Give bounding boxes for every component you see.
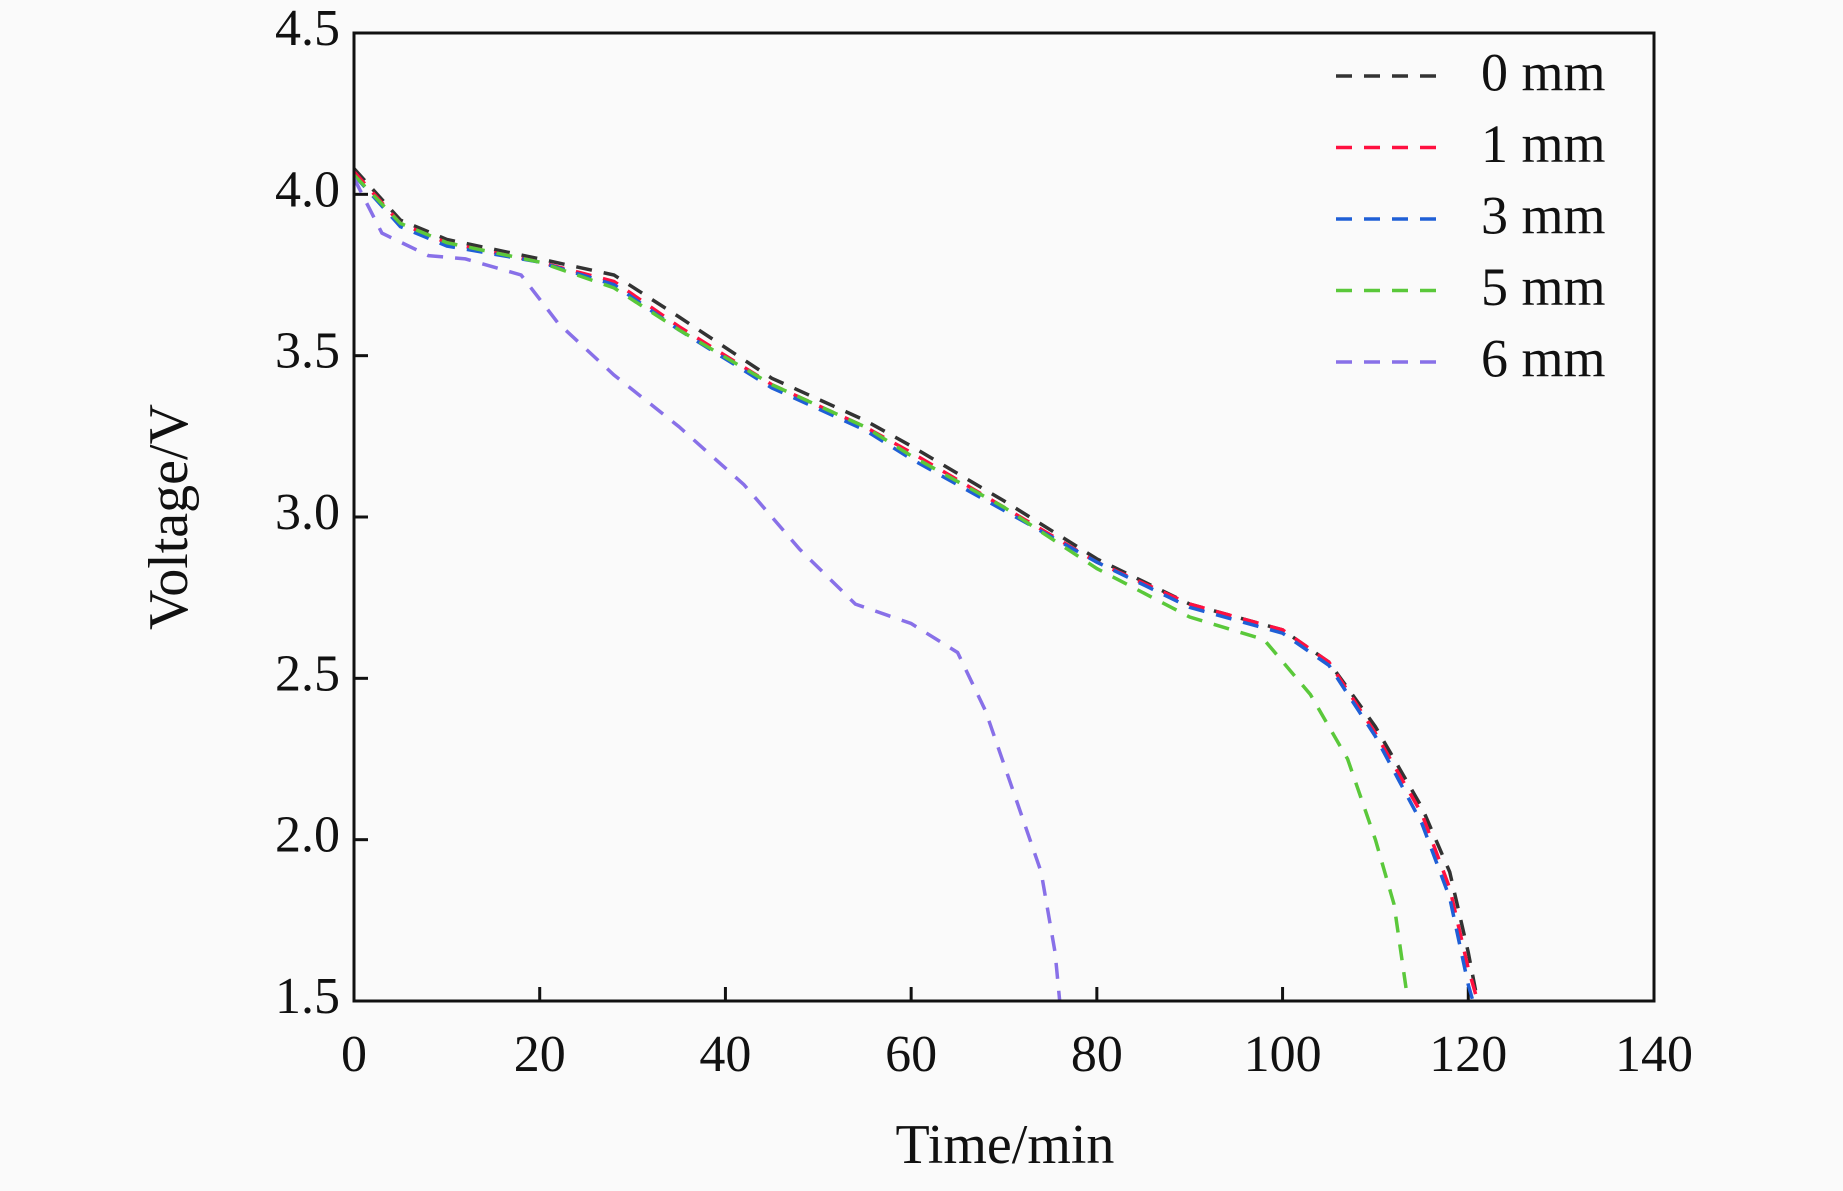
series-line (354, 177, 1062, 1001)
y-tick-label: 4.0 (275, 161, 340, 218)
x-tick-label: 40 (699, 1026, 751, 1083)
y-tick-label: 3.0 (275, 484, 340, 541)
x-tick-label: 80 (1071, 1026, 1123, 1083)
legend-label: 5 mm (1481, 257, 1606, 317)
y-tick-label: 1.5 (275, 968, 340, 1025)
series-line (354, 173, 1475, 1001)
x-tick-label: 60 (885, 1026, 937, 1083)
x-tick-label: 100 (1244, 1026, 1322, 1083)
y-axis-label: Voltage/V (138, 404, 200, 630)
y-tick-label: 2.0 (275, 807, 340, 864)
y-tick-label: 2.5 (275, 645, 340, 702)
legend-label: 3 mm (1481, 185, 1606, 245)
legend-label: 6 mm (1481, 328, 1606, 388)
series-line (354, 173, 1410, 1001)
x-tick-label: 20 (514, 1026, 566, 1083)
x-tick-label: 140 (1615, 1026, 1693, 1083)
x-tick-label: 0 (341, 1026, 367, 1083)
legend-label: 0 mm (1481, 42, 1606, 102)
legend-label: 1 mm (1481, 114, 1606, 174)
y-tick-label: 3.5 (275, 323, 340, 380)
x-axis-label: Time/min (896, 1114, 1115, 1176)
x-tick-label: 120 (1429, 1026, 1507, 1083)
y-tick-label: 4.5 (275, 0, 340, 57)
series-line (354, 167, 1480, 1001)
plot-frame (352, 31, 1656, 1003)
